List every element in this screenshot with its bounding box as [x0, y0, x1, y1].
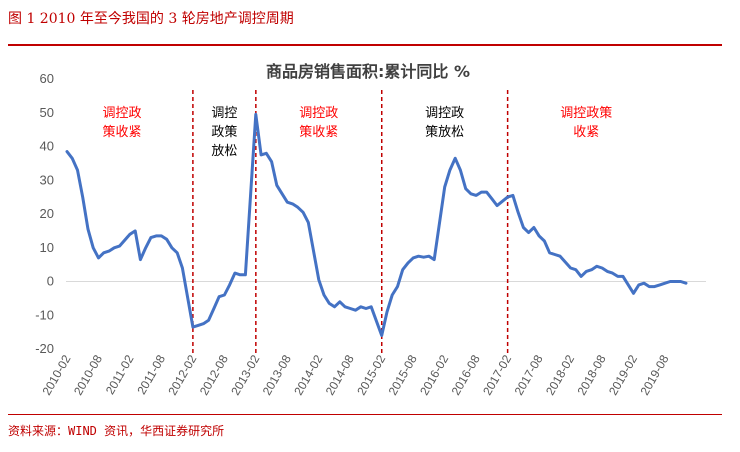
x-tick-label: 2017-08: [512, 352, 546, 397]
regime-annotation-text: 策放松: [425, 124, 464, 140]
y-tick-label: 30: [40, 172, 54, 187]
y-tick-label: 60: [40, 71, 54, 86]
regime-annotation-text: 策收紧: [299, 124, 338, 140]
x-tick-label: 2010-02: [39, 352, 73, 397]
regime-annotation-text: 策收紧: [102, 124, 141, 140]
series-line: [65, 112, 688, 337]
x-tick-label: 2012-02: [165, 352, 199, 397]
figure-caption: 图 1 2010 年至今我国的 3 轮房地产调控周期: [8, 11, 294, 27]
x-tick-label: 2011-02: [103, 352, 137, 397]
x-tick-label: 2011-08: [134, 352, 168, 397]
x-tick-label: 2019-08: [637, 352, 671, 397]
x-tick-label: 2016-02: [417, 352, 451, 397]
x-axis: 2010-022010-082011-022011-082012-022012-…: [39, 352, 671, 397]
y-tick-label: -10: [35, 307, 54, 322]
y-tick-label: -20: [35, 341, 54, 356]
regime-annotation-text: 调控政策: [560, 105, 612, 121]
chart-title: 商品房销售面积:累计同比 %: [266, 62, 470, 81]
bottom-rule: [8, 414, 722, 415]
y-axis: 60 50 40 30 20 10 0 -10 -20: [35, 71, 706, 356]
x-tick-label: 2016-08: [449, 352, 483, 397]
regime-annotation-text: 放松: [211, 144, 237, 159]
x-tick-label: 2013-08: [260, 352, 294, 397]
regime-annotation-text: 调控政: [102, 106, 141, 121]
top-rule: [8, 44, 722, 46]
x-tick-label: 2019-02: [606, 352, 640, 397]
y-tick-label: 40: [40, 139, 54, 154]
y-tick-label: 10: [40, 240, 54, 255]
x-tick-label: 2012-08: [197, 352, 231, 397]
x-tick-label: 2018-08: [575, 352, 609, 397]
regime-annotation-text: 收紧: [573, 125, 599, 140]
regime-annotation-text: 政策: [211, 124, 237, 140]
x-tick-label: 2014-08: [323, 352, 357, 397]
x-tick-label: 2013-02: [228, 352, 262, 397]
series-line-group: [65, 112, 688, 337]
y-tick-label: 20: [40, 206, 54, 221]
source-note: 资料来源：WIND 资讯，华西证券研究所: [8, 424, 225, 438]
x-tick-label: 2015-02: [354, 352, 388, 397]
regime-annotation-text: 调控政: [299, 106, 338, 121]
x-tick-label: 2015-08: [386, 352, 420, 397]
y-tick-label: 0: [47, 274, 54, 289]
y-tick-label: 50: [40, 105, 54, 120]
regime-annotation-text: 调控政: [425, 106, 464, 121]
x-tick-label: 2014-02: [291, 352, 325, 397]
x-tick-label: 2017-02: [480, 352, 514, 397]
regime-annotation-text: 调控: [211, 106, 237, 121]
x-tick-label: 2010-08: [71, 352, 105, 397]
x-tick-label: 2018-02: [543, 352, 577, 397]
